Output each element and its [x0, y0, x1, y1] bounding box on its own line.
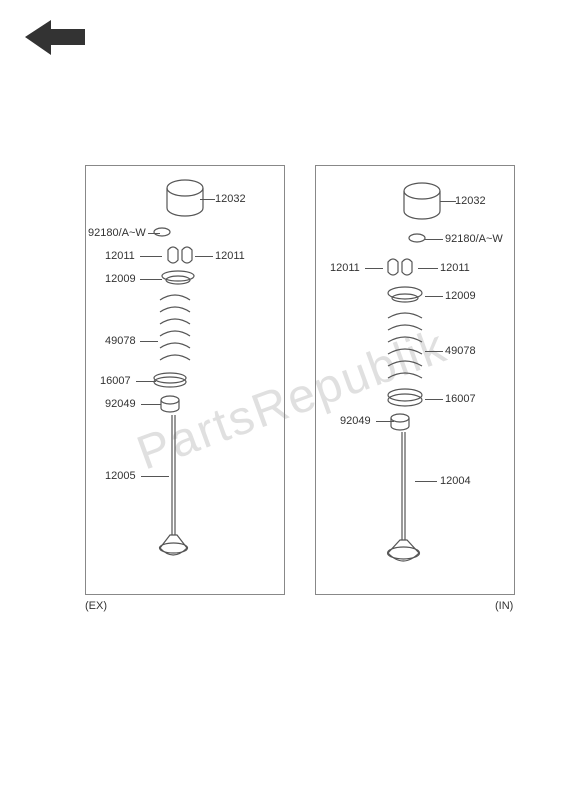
panel-intake	[315, 165, 515, 595]
back-arrow[interactable]	[25, 20, 85, 60]
panel-exhaust	[85, 165, 285, 595]
